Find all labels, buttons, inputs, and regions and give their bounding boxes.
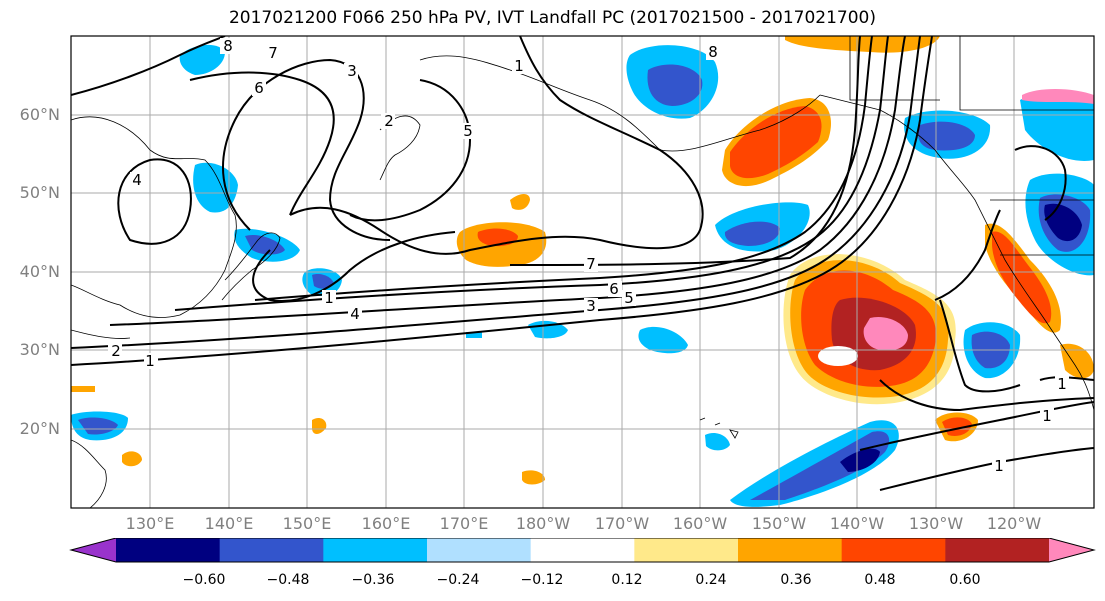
longitude-label: 180°W [515,514,571,533]
colorbar-tick-label: 0.48 [864,572,896,588]
longitude-label: 170°E [439,514,489,533]
longitude-label: 170°W [594,514,650,533]
colorbar-swatch [71,538,116,562]
contour-label: 1 [1042,407,1052,425]
colorbar-swatch [841,538,946,562]
colorbar-swatch [530,538,635,562]
colorbar-tick-label: 0.12 [611,572,643,588]
longitude-label: 140°W [829,514,885,533]
colorbar-swatch [427,538,532,562]
contour-label: 3 [347,62,357,80]
longitude-label: 160°E [361,514,411,533]
longitude-label: 150°W [751,514,807,533]
latitude-label: 50°N [19,183,60,202]
contour-label: 1 [324,289,334,307]
colorbar-swatch [219,538,324,562]
contour-label: 6 [254,79,264,97]
longitude-label: 140°E [204,514,254,533]
contour-label: 8 [223,37,233,55]
map-title: 2017021200 F066 250 hPa PV, IVT Landfall… [228,8,876,28]
contour-label: 4 [350,305,360,323]
colorbar-swatch [945,538,1050,562]
colorbar-swatch [323,538,428,562]
contour-label: 1 [1057,375,1067,393]
contour-label: 1 [514,57,524,75]
colorbar-tick-label: −0.36 [351,572,395,588]
contour-label: 4 [132,171,142,189]
contour-label: 5 [463,122,473,140]
colorbar-tick-label: 0.24 [695,572,727,588]
contour-labels: 8 7 6 3 5 4 2 1 7 6 5 3 4 1 2 1 8 1 1 1 [108,37,1069,475]
contour-label: 7 [586,255,596,273]
colorbar [69,538,1096,563]
colorbar-swatch [738,538,843,562]
latitude-label: 40°N [19,262,60,281]
colorbar-tick-label: 0.36 [780,572,812,588]
contour-label: 8 [708,43,718,61]
longitude-label: 130°E [125,514,175,533]
colorbar-tick-label: −0.60 [182,572,226,588]
contour-label: 2 [384,112,394,130]
colorbar-outline [69,538,1096,563]
contour-label: 7 [268,44,278,62]
colorbar-swatch [1049,538,1094,562]
longitude-label: 150°E [282,514,332,533]
colorbar-tick-label: 0.60 [949,572,981,588]
longitude-label: 160°W [672,514,728,533]
latitude-label: 20°N [19,419,60,438]
latitude-label: 30°N [19,340,60,359]
contour-label: 1 [994,457,1004,475]
latitude-label: 60°N [19,105,60,124]
contour-label: 6 [609,280,619,298]
colorbar-swatch [116,538,221,562]
coastlines [71,36,1094,508]
colorbar-tick-label: −0.48 [266,572,310,588]
colorbar-tick-label: −0.24 [436,572,480,588]
graticule [71,36,1094,508]
contour-label: 2 [111,342,121,360]
contour-label: 1 [145,352,155,370]
contour-label: 5 [624,289,634,307]
map-frame [70,35,1095,509]
shaded-field [71,36,1094,507]
longitude-label: 130°W [908,514,964,533]
colorbar-swatch [634,538,739,562]
contour-label: 3 [586,297,596,315]
colorbar-tick-label: −0.12 [520,572,564,588]
longitude-label: 120°W [986,514,1042,533]
